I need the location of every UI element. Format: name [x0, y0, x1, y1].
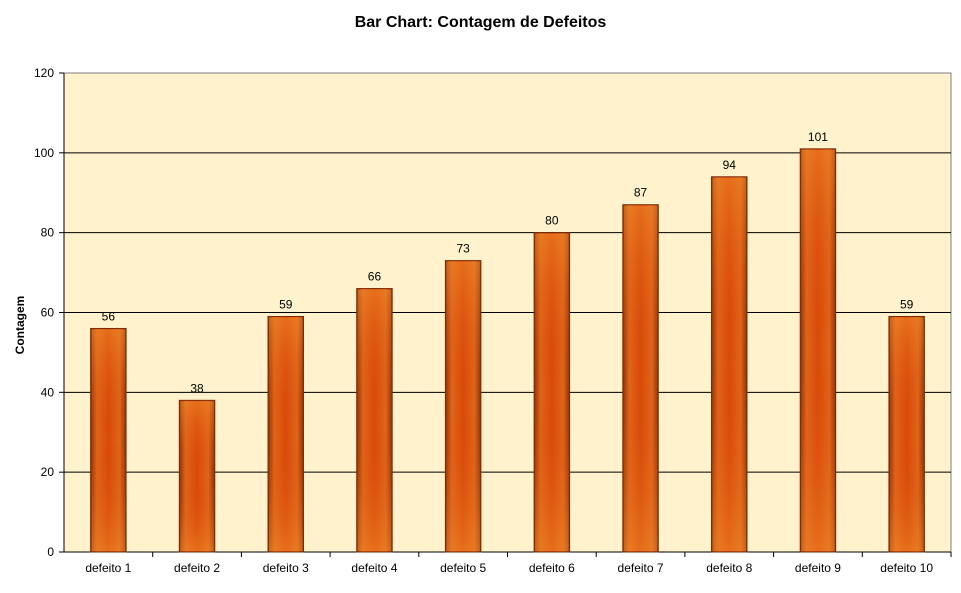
bar-shading	[269, 317, 303, 551]
bar-group	[888, 315, 925, 553]
bar-shading	[446, 261, 480, 551]
bar-shading	[535, 233, 569, 551]
y-tick-label: 120	[34, 66, 54, 80]
x-tick-label: defeito 5	[440, 561, 486, 575]
bar-group	[178, 399, 216, 553]
bar-group	[267, 315, 304, 553]
bar-group	[356, 288, 393, 553]
bar-group	[533, 232, 571, 553]
data-label: 59	[279, 297, 293, 311]
y-tick-label: 80	[41, 226, 55, 240]
y-tick-label: 100	[34, 146, 54, 160]
x-tick-label: defeito 6	[529, 561, 575, 575]
chart-title: Bar Chart: Contagem de Defeitos	[354, 14, 607, 31]
bar-group	[90, 327, 127, 553]
y-tick-label: 20	[41, 465, 55, 479]
bar-group	[799, 148, 837, 553]
data-label: 38	[190, 381, 204, 395]
data-label: 66	[368, 270, 382, 284]
data-label: 80	[545, 214, 559, 228]
bar-shading	[712, 177, 746, 552]
bar-group	[711, 176, 748, 553]
x-tick-label: defeito 7	[618, 561, 664, 575]
y-tick-label: 40	[41, 385, 55, 399]
x-tick-label: defeito 1	[85, 561, 131, 575]
bar-group	[444, 260, 482, 553]
x-tick-label: defeito 2	[174, 561, 220, 575]
x-tick-label: defeito 3	[263, 561, 309, 575]
bar-shading	[91, 329, 126, 551]
x-tick-label: defeito 9	[795, 561, 841, 575]
y-tick-label: 0	[47, 545, 54, 559]
x-tick-label: defeito 10	[880, 561, 933, 575]
bar-shading	[180, 401, 214, 551]
bar-shading	[357, 289, 392, 551]
data-label: 94	[723, 158, 737, 172]
data-label: 73	[456, 242, 470, 256]
x-tick-label: defeito 8	[706, 561, 752, 575]
data-label: 101	[808, 130, 828, 144]
bar-shading	[801, 149, 835, 551]
x-tick-label: defeito 4	[351, 561, 397, 575]
data-label: 56	[102, 309, 116, 323]
data-label: 59	[900, 297, 914, 311]
bar-shading	[623, 205, 658, 551]
y-tick-label: 60	[41, 306, 55, 320]
bar-group	[622, 204, 659, 553]
bar-shading	[889, 317, 924, 551]
data-label: 87	[634, 186, 648, 200]
